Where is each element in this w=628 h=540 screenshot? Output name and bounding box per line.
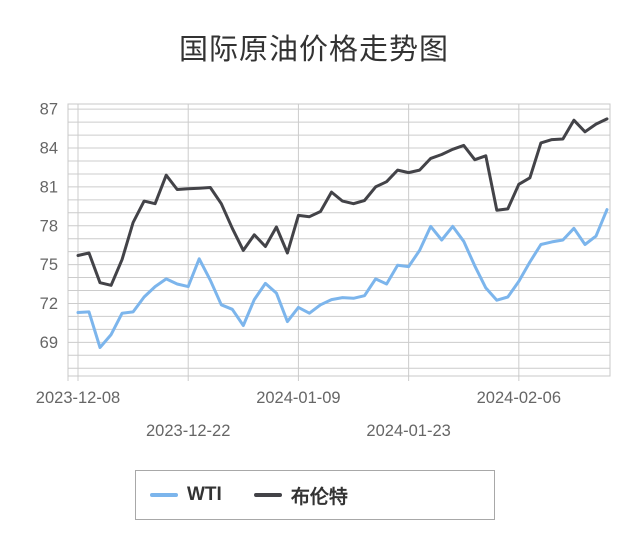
y-axis-label: 69 xyxy=(40,334,58,352)
legend: WTI 布伦特 xyxy=(135,470,495,520)
wti-line xyxy=(76,208,609,349)
legend-label-brent: 布伦特 xyxy=(290,486,348,508)
y-axis-label: 78 xyxy=(40,217,58,235)
y-axis-label: 75 xyxy=(40,256,58,274)
y-axis-label: 84 xyxy=(40,140,58,158)
brent-line-swatch xyxy=(253,493,282,497)
brent-line xyxy=(76,117,609,287)
y-axis-label: 81 xyxy=(40,178,58,196)
legend-label-wti: WTI xyxy=(187,484,222,505)
wti-line-swatch xyxy=(150,493,178,497)
legend-item-brent[interactable]: 布伦特 xyxy=(253,482,348,509)
x-axis-label: 2024-02-06 xyxy=(477,389,561,407)
x-axis-label: 2024-01-23 xyxy=(366,422,450,440)
y-axis-label: 87 xyxy=(40,101,58,119)
x-axis-label: 2023-12-22 xyxy=(146,422,230,440)
legend-item-wti[interactable]: WTI xyxy=(150,484,222,506)
chart-title: 国际原油价格走势图 xyxy=(178,34,449,66)
x-axis-label: 2024-01-09 xyxy=(256,389,340,407)
x-axis-label: 2023-12-08 xyxy=(36,389,120,407)
plot-border xyxy=(67,103,611,377)
y-axis-label: 72 xyxy=(40,295,58,313)
